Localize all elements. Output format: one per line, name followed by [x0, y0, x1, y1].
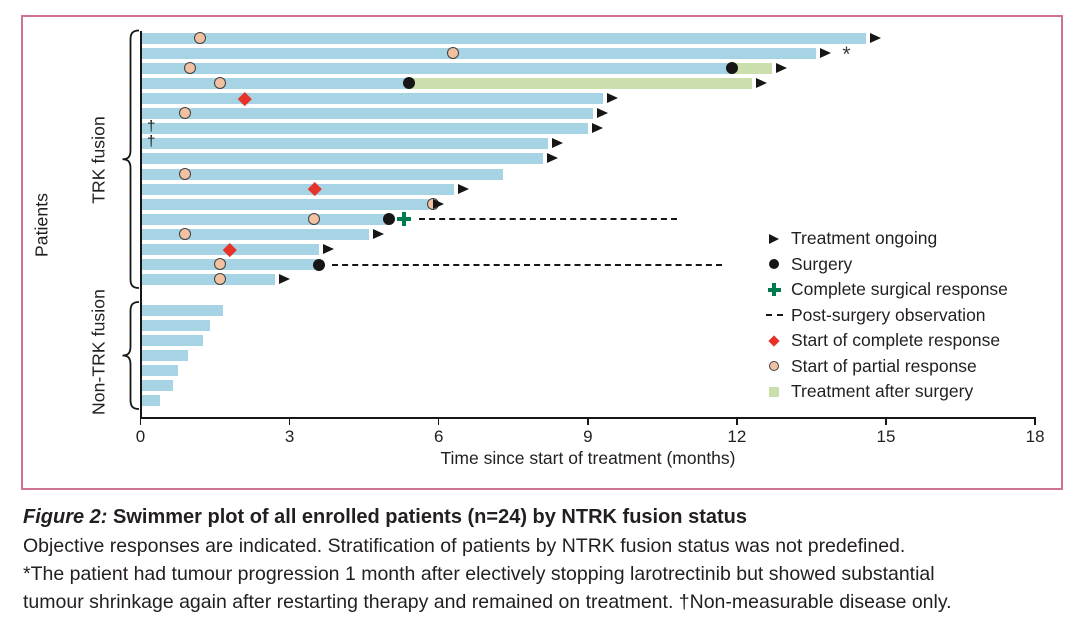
legend-label: Start of partial response	[791, 355, 977, 376]
post-surgery-observation-dash-icon	[762, 314, 786, 317]
legend-item: Treatment ongoing	[762, 226, 1008, 252]
legend-item: Complete surgical response	[762, 277, 1008, 303]
legend-item: Treatment after surgery	[762, 379, 1008, 405]
treatment-ongoing-arrow-icon	[762, 233, 786, 244]
caption-figure-label: Figure 2:	[23, 506, 108, 528]
partial-response-circle-icon	[762, 361, 786, 372]
cross-bar	[772, 283, 776, 297]
legend-item: Start of partial response	[762, 354, 1008, 380]
legend-item: Surgery	[762, 252, 1008, 278]
caption-line-1: Objective responses are indicated. Strat…	[23, 535, 906, 557]
caption-line-3: tumour shrinkage again after restarting …	[23, 591, 952, 613]
complete-response-diamond-icon-glyph	[768, 335, 780, 347]
complete-surgical-response-cross-icon	[762, 283, 786, 297]
post-surgery-observation-dash-icon-glyph	[765, 314, 783, 317]
legend-label: Start of complete response	[791, 330, 1001, 351]
legend-label: Treatment ongoing	[791, 228, 938, 249]
x-axis-title: Time since start of treatment (months)	[440, 448, 736, 468]
y-axis-title: Patients	[31, 192, 52, 258]
figure-caption: Figure 2: Swimmer plot of all enrolled p…	[23, 503, 1068, 616]
treatment-after-surgery-square-icon-glyph	[769, 386, 779, 397]
group-label-trk-fusion: TRK fusion	[88, 116, 109, 204]
treatment-after-surgery-square-icon	[762, 386, 786, 397]
complete-surgical-response-cross-icon-glyph	[767, 283, 781, 297]
caption-title-text: Swimmer plot of all enrolled patients (n…	[107, 506, 747, 528]
group-label-non-trk-fusion: Non-TRK fusion	[88, 289, 109, 415]
legend-label: Surgery	[791, 253, 853, 274]
legend-label: Post-surgery observation	[791, 304, 986, 325]
surgery-dot-icon	[762, 259, 786, 270]
legend: Treatment ongoing Surgery Complete surgica…	[762, 226, 1008, 405]
complete-response-diamond-icon	[762, 335, 786, 347]
legend-label: Treatment after surgery	[791, 381, 974, 402]
treatment-ongoing-arrow-icon-glyph	[769, 233, 779, 244]
partial-response-circle-icon-glyph	[769, 361, 779, 372]
caption-title: Figure 2: Swimmer plot of all enrolled p…	[23, 503, 1068, 532]
legend-label: Complete surgical response	[791, 279, 1008, 300]
legend-item: Start of complete response	[762, 328, 1008, 354]
caption-line-2: *The patient had tumour progression 1 mo…	[23, 563, 935, 585]
surgery-dot-icon-glyph	[769, 259, 779, 270]
legend-item: Post-surgery observation	[762, 303, 1008, 329]
